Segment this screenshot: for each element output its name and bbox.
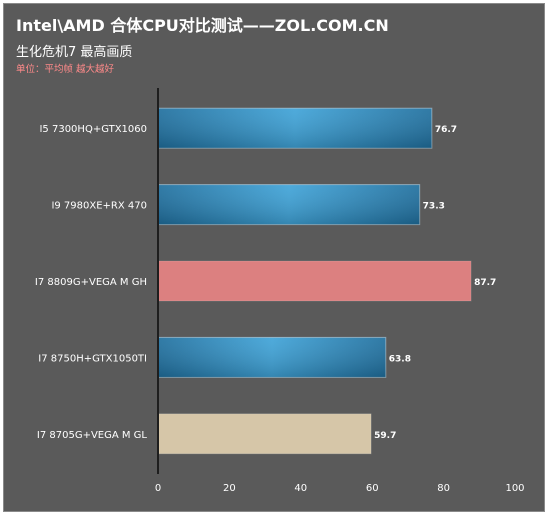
value-label-1: 76.7: [435, 125, 457, 135]
value-label-3: 87.7: [474, 278, 496, 288]
x-tick-label-20: 20: [223, 483, 236, 494]
category-label-5: I7 8705G+VEGA M GL: [37, 430, 148, 441]
bar-5: [157, 413, 372, 455]
bar-shade-4: [158, 337, 386, 378]
unit-note: 单位：平均帧 越大越好: [16, 64, 115, 75]
x-tick-label-40: 40: [294, 483, 307, 494]
bar-shade-1: [158, 108, 432, 149]
x-tick-label-0: 0: [155, 483, 161, 494]
x-tick-label-80: 80: [437, 483, 450, 494]
value-label-4: 63.8: [389, 354, 411, 364]
category-label-2: I9 7980XE+RX 470: [51, 201, 147, 212]
x-tick-label-100: 100: [505, 483, 524, 494]
category-label-3: I7 8809G+VEGA M GH: [35, 277, 147, 288]
bar-3: [157, 260, 472, 302]
category-label-1: I5 7300HQ+GTX1060: [39, 124, 147, 135]
value-label-2: 73.3: [423, 202, 445, 212]
chart-title: Intel\AMD 合体CPU对比测试——ZOL.COM.CN: [16, 16, 389, 35]
value-label-5: 59.7: [374, 431, 396, 441]
bar-shade-2: [158, 184, 420, 225]
x-tick-label-60: 60: [366, 483, 379, 494]
category-label-4: I7 8750H+GTX1050TI: [38, 353, 147, 364]
chart-subtitle: 生化危机7 最高画质: [16, 45, 133, 60]
